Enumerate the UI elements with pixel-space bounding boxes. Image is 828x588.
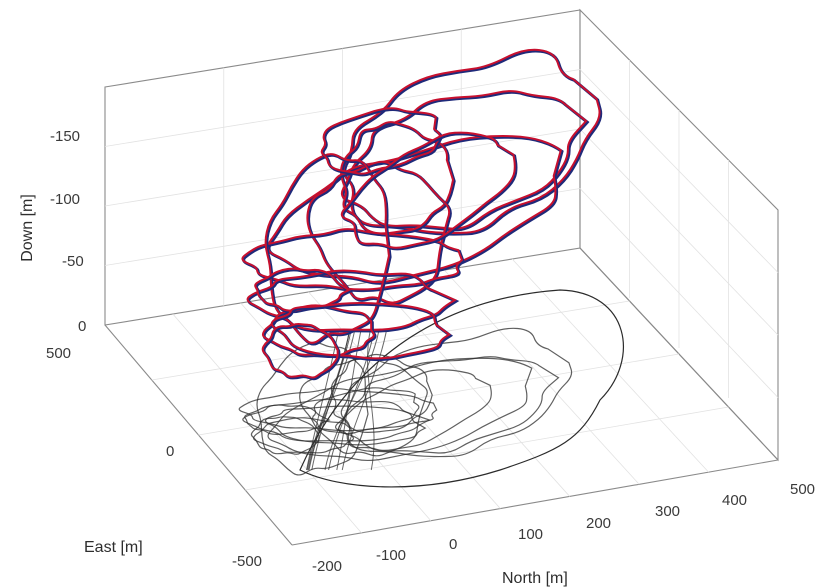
reference-track xyxy=(343,49,603,236)
grid-side-horizontal xyxy=(579,69,779,273)
ground-stem-track xyxy=(367,329,375,471)
y-axis-ticks: 500 0 -500 xyxy=(46,345,262,570)
floor-edge-north xyxy=(291,459,779,546)
estimated-track xyxy=(320,107,441,175)
grid-back-horizontal xyxy=(104,69,581,147)
reference-track xyxy=(247,270,460,333)
x-tick-200: 200 xyxy=(586,515,611,532)
flight-tracks xyxy=(241,48,603,381)
ground-track xyxy=(242,398,431,442)
grid-floor-east xyxy=(151,300,630,381)
ground-stem-track xyxy=(341,329,388,471)
estimated-track xyxy=(264,153,390,344)
estimated-track xyxy=(241,228,464,291)
grid-side-horizontal xyxy=(579,128,779,336)
ground-stem-track xyxy=(307,329,356,471)
ground-track xyxy=(335,369,492,451)
z-axis-label: Down [m] xyxy=(19,194,36,262)
gridlines xyxy=(104,29,779,534)
x-tick-500: 500 xyxy=(790,481,815,498)
y-axis-label: East [m] xyxy=(84,539,143,556)
y-tick-neg500: -500 xyxy=(232,553,262,570)
x-axis-ticks: -200 -100 0 100 200 300 400 500 xyxy=(312,481,815,575)
x-tick-300: 300 xyxy=(655,503,680,520)
ground-track xyxy=(340,327,573,458)
ground-track xyxy=(311,387,420,435)
ground-stem-track xyxy=(328,329,375,471)
z-tick-neg50: -50 xyxy=(62,253,84,270)
z-axis-ticks: 0 -50 -100 -150 xyxy=(50,128,86,335)
z-tick-neg150: -150 xyxy=(50,128,80,145)
estimated-track xyxy=(246,269,458,331)
grid-floor-east xyxy=(245,406,729,491)
ground-track-outer xyxy=(299,289,624,488)
estimated-track xyxy=(270,301,451,360)
ground-stem-track xyxy=(336,329,362,471)
x-axis-label: North [m] xyxy=(502,570,568,587)
x-tick-0: 0 xyxy=(449,536,457,553)
reference-track xyxy=(321,107,443,177)
estimated-track xyxy=(340,121,455,235)
z-tick-neg100: -100 xyxy=(50,191,80,208)
x-tick-neg100: -100 xyxy=(376,547,406,564)
estimated-track xyxy=(340,131,516,249)
ground-track xyxy=(253,417,355,454)
ground-stem-track xyxy=(308,329,351,471)
grid-side-horizontal xyxy=(579,188,779,398)
ground-track xyxy=(244,404,331,435)
ground-track xyxy=(338,356,560,454)
z-tick-0: 0 xyxy=(78,318,86,335)
estimated-track xyxy=(261,323,339,379)
x-tick-400: 400 xyxy=(722,492,747,509)
estimated-track xyxy=(306,160,451,304)
ground-track xyxy=(267,357,533,462)
estimated-track xyxy=(342,48,601,234)
x-tick-neg200: -200 xyxy=(312,558,342,575)
estimated-track xyxy=(340,90,588,230)
ground-track xyxy=(250,416,320,455)
y-tick-500: 500 xyxy=(46,345,71,362)
y-tick-0: 0 xyxy=(166,443,174,460)
reference-track xyxy=(262,323,341,381)
ground-track xyxy=(264,405,427,446)
grid-back-horizontal xyxy=(104,188,581,266)
x-tick-100: 100 xyxy=(518,526,543,543)
